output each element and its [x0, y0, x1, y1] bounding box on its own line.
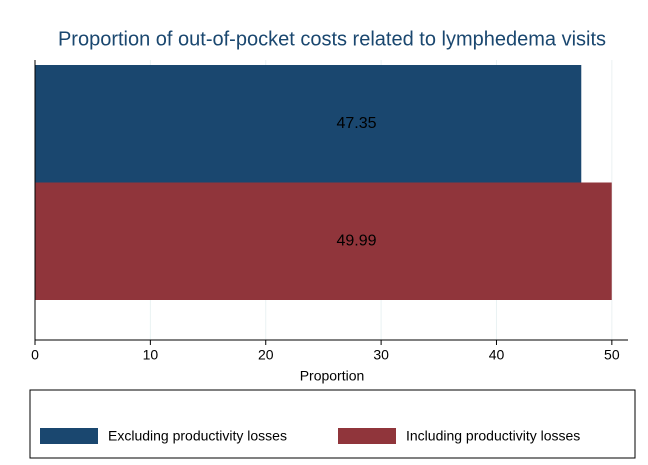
- legend-label: Including productivity losses: [406, 428, 580, 444]
- x-tick-label: 0: [31, 347, 39, 363]
- legend-label: Excluding productivity losses: [108, 428, 287, 444]
- bar: [35, 182, 612, 300]
- chart-title: Proportion of out-of-pocket costs relate…: [58, 28, 606, 50]
- bar: [35, 65, 582, 183]
- x-tick-label: 40: [489, 347, 505, 363]
- legend-swatch: [338, 428, 396, 444]
- data-label: 49.99: [336, 232, 376, 249]
- x-tick-label: 20: [258, 347, 274, 363]
- legend-box: [29, 389, 636, 459]
- x-tick-label: 50: [604, 347, 620, 363]
- x-axis-label: Proportion: [300, 368, 365, 384]
- legend-swatch: [40, 428, 98, 444]
- x-tick-label: 30: [373, 347, 389, 363]
- data-label: 47.35: [336, 115, 376, 132]
- x-tick-label: 10: [143, 347, 159, 363]
